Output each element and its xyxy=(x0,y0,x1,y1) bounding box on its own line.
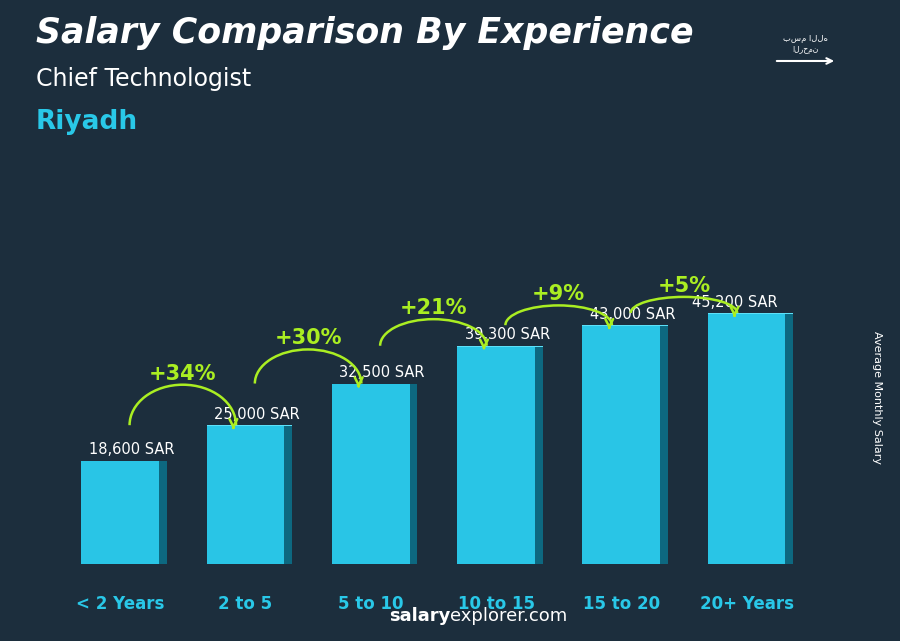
Text: 2 to 5: 2 to 5 xyxy=(219,595,273,613)
Text: 18,600 SAR: 18,600 SAR xyxy=(89,442,175,458)
Bar xyxy=(535,345,543,564)
Bar xyxy=(207,425,292,426)
Bar xyxy=(457,345,535,564)
Bar xyxy=(207,425,284,564)
Bar xyxy=(786,313,793,564)
Bar xyxy=(332,383,410,564)
Text: Riyadh: Riyadh xyxy=(36,109,138,135)
Text: الرحمن: الرحمن xyxy=(792,45,819,54)
Text: 39,300 SAR: 39,300 SAR xyxy=(464,328,550,342)
Bar xyxy=(582,325,660,564)
Bar xyxy=(457,345,543,347)
Text: 43,000 SAR: 43,000 SAR xyxy=(590,307,676,322)
Text: < 2 Years: < 2 Years xyxy=(76,595,165,613)
Text: 15 to 20: 15 to 20 xyxy=(582,595,660,613)
Text: بسم الله: بسم الله xyxy=(783,34,828,43)
Text: Salary Comparison By Experience: Salary Comparison By Experience xyxy=(36,16,694,50)
Bar xyxy=(81,461,159,564)
Text: +5%: +5% xyxy=(657,276,710,296)
Bar xyxy=(159,461,166,564)
Bar xyxy=(660,325,668,564)
Text: +30%: +30% xyxy=(274,328,342,348)
Text: Chief Technologist: Chief Technologist xyxy=(36,67,251,91)
Text: 10 to 15: 10 to 15 xyxy=(457,595,535,613)
Text: +21%: +21% xyxy=(400,298,467,318)
Bar xyxy=(582,325,668,326)
Bar xyxy=(707,313,786,564)
Text: +34%: +34% xyxy=(149,363,217,383)
Bar xyxy=(284,425,292,564)
Text: Average Monthly Salary: Average Monthly Salary xyxy=(872,331,883,464)
Text: 45,200 SAR: 45,200 SAR xyxy=(692,295,778,310)
Bar xyxy=(410,383,418,564)
Bar xyxy=(332,383,418,385)
Text: 32,500 SAR: 32,500 SAR xyxy=(339,365,425,380)
Text: explorer.com: explorer.com xyxy=(450,607,567,625)
Bar xyxy=(707,313,793,314)
Text: 5 to 10: 5 to 10 xyxy=(338,595,403,613)
Text: +9%: +9% xyxy=(532,285,585,304)
Text: 20+ Years: 20+ Years xyxy=(699,595,794,613)
Text: salary: salary xyxy=(389,607,450,625)
Text: 25,000 SAR: 25,000 SAR xyxy=(214,407,300,422)
